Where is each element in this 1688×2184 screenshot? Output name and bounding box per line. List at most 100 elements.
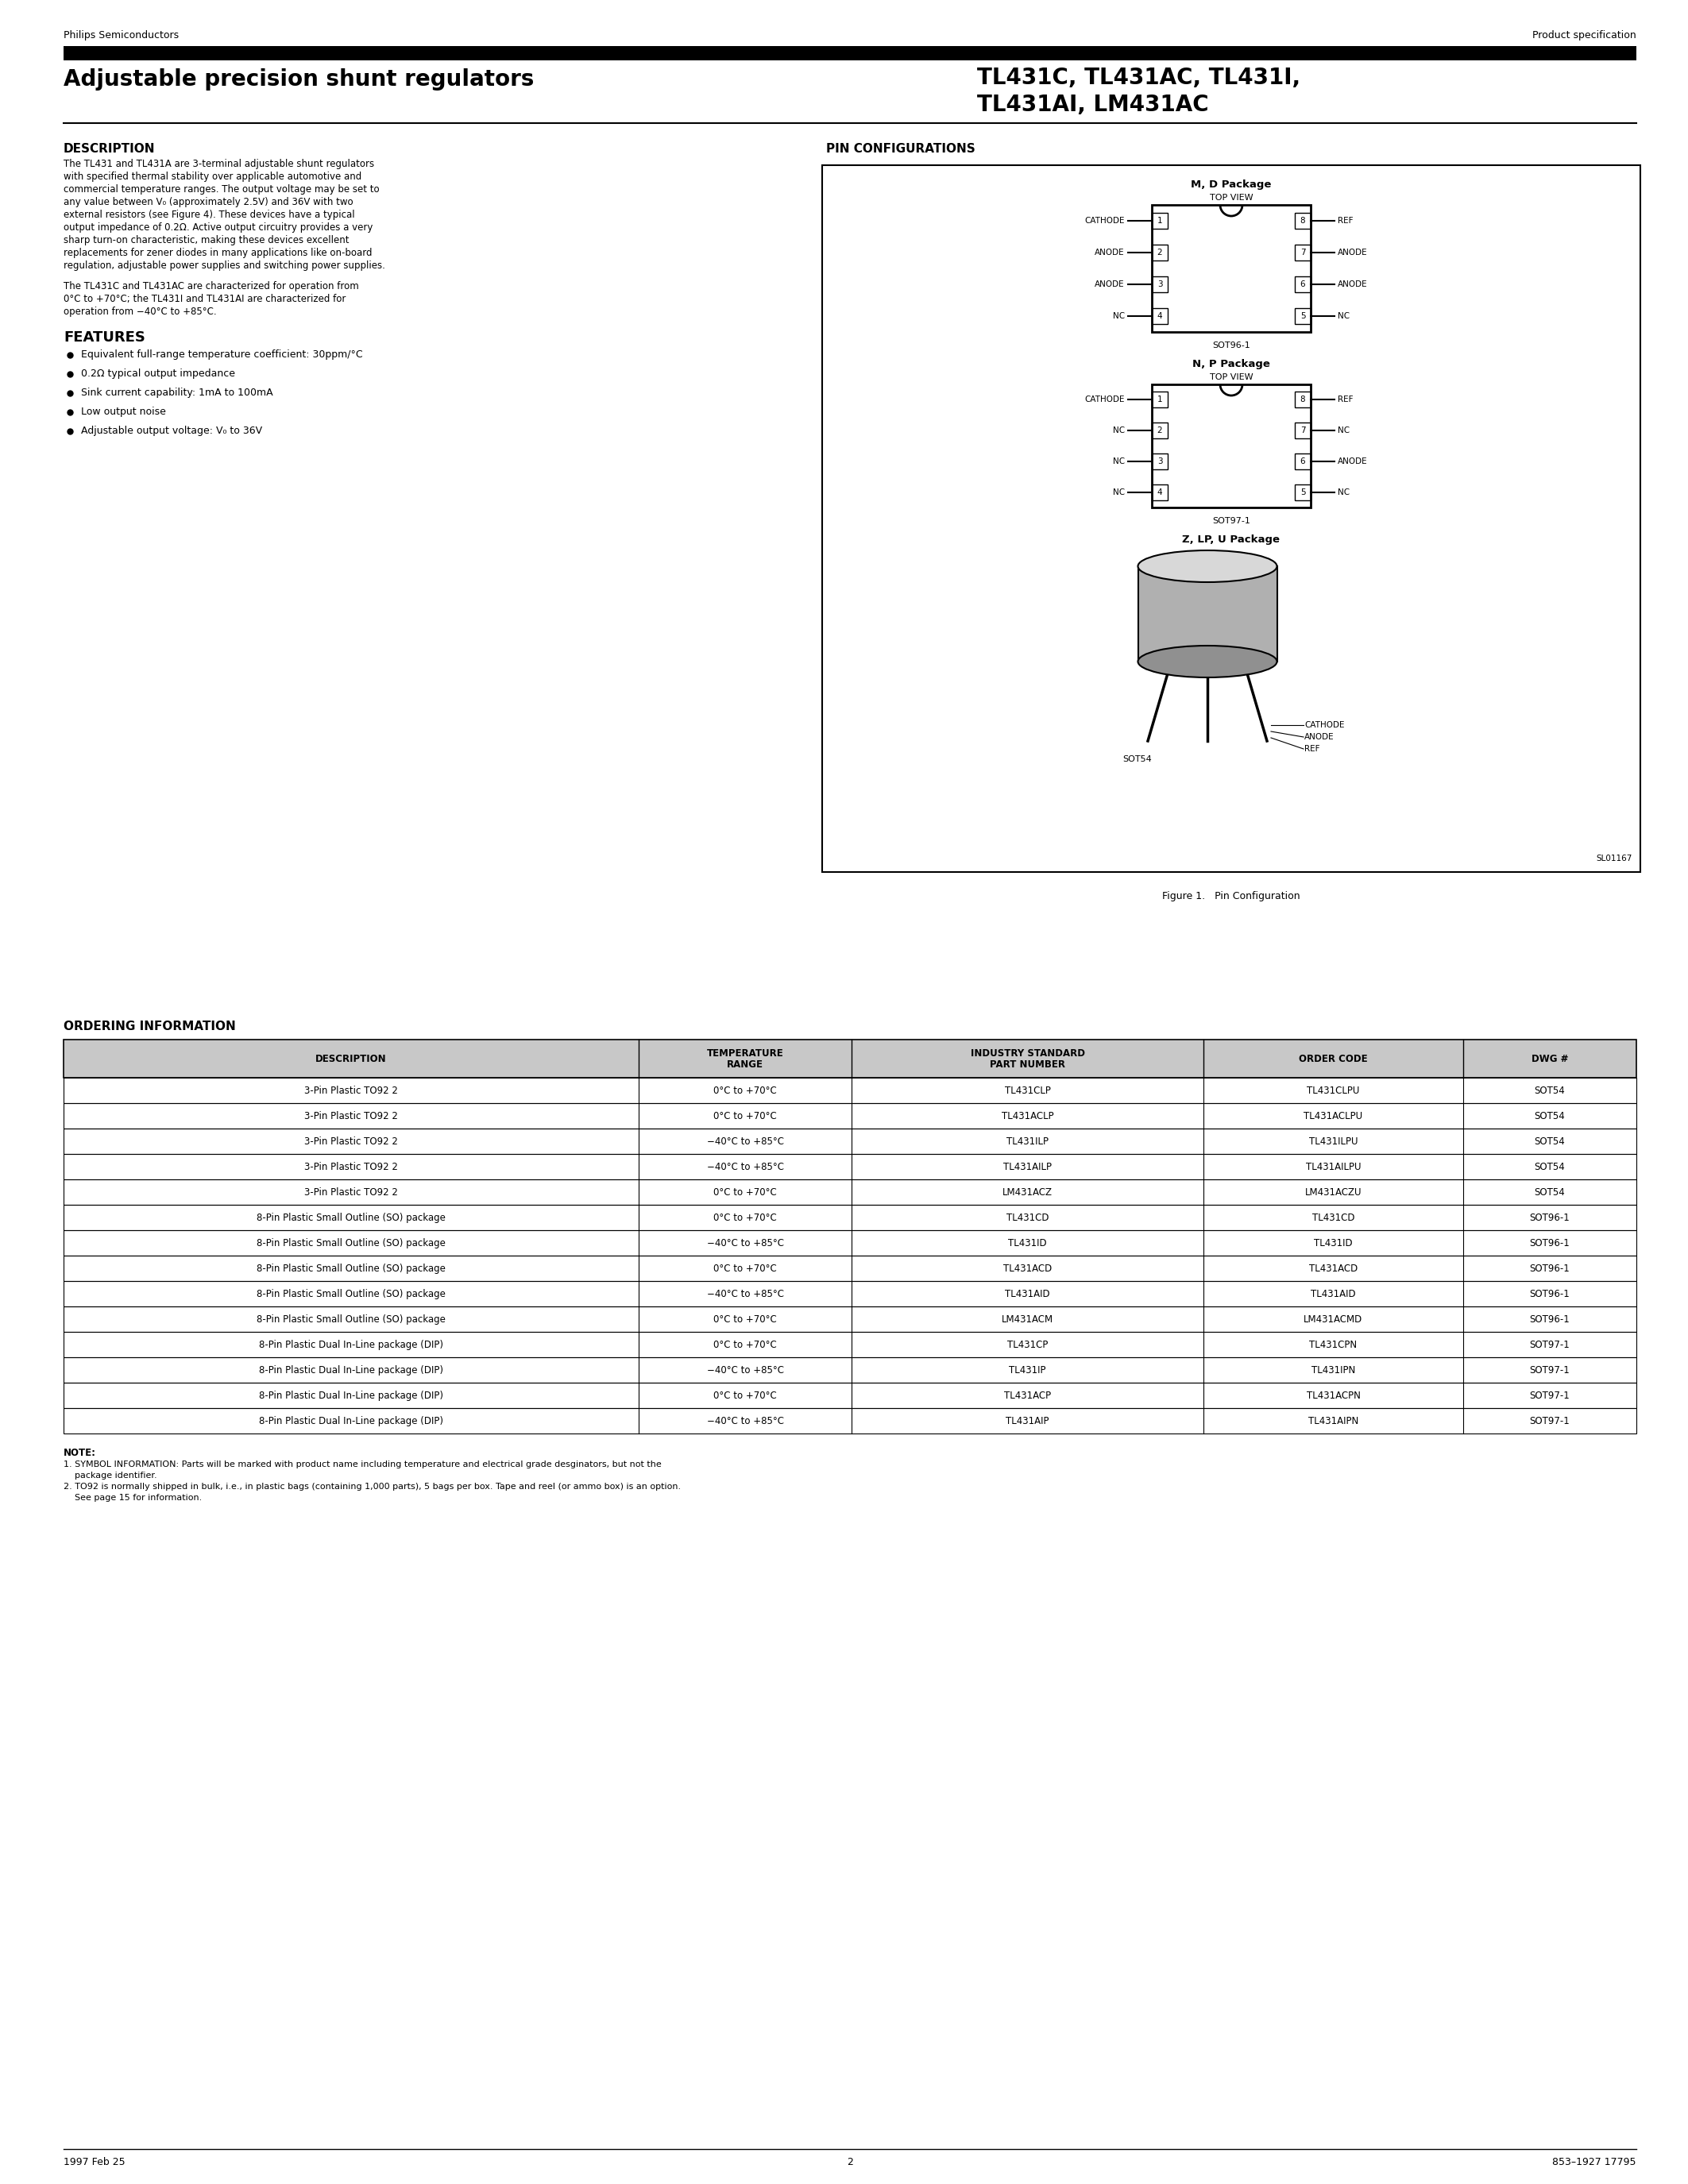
Text: Equivalent full-range temperature coefficient: 30ppm/°C: Equivalent full-range temperature coeffi…: [81, 349, 363, 360]
Text: operation from −40°C to +85°C.: operation from −40°C to +85°C.: [64, 306, 216, 317]
Text: SOT96-1: SOT96-1: [1529, 1262, 1570, 1273]
Text: TL431ID: TL431ID: [1313, 1238, 1352, 1247]
Text: SOT97-1: SOT97-1: [1529, 1391, 1570, 1400]
Text: SOT54: SOT54: [1534, 1136, 1565, 1147]
Text: 7: 7: [1300, 426, 1305, 435]
Bar: [64, 1282, 1636, 1306]
Text: 3-Pin Plastic TO92 2: 3-Pin Plastic TO92 2: [304, 1085, 398, 1096]
Text: NC: NC: [1337, 426, 1350, 435]
Bar: [1151, 424, 1168, 439]
Text: ORDER CODE: ORDER CODE: [1300, 1053, 1367, 1064]
Text: 3: 3: [1158, 456, 1163, 465]
Text: SOT97-1: SOT97-1: [1529, 1339, 1570, 1350]
Text: 4: 4: [1158, 312, 1163, 321]
Bar: [1151, 245, 1168, 260]
Text: 8-Pin Plastic Small Outline (SO) package: 8-Pin Plastic Small Outline (SO) package: [257, 1262, 446, 1273]
Text: ANODE: ANODE: [1337, 280, 1367, 288]
Text: TL431AI, LM431AC: TL431AI, LM431AC: [977, 94, 1209, 116]
Text: TL431ILPU: TL431ILPU: [1308, 1136, 1357, 1147]
Bar: [822, 166, 1641, 871]
Bar: [64, 1256, 1636, 1282]
Text: Low output noise: Low output noise: [81, 406, 165, 417]
Text: TL431ACPN: TL431ACPN: [1307, 1391, 1361, 1400]
Bar: [1151, 205, 1310, 332]
Text: sharp turn-on characteristic, making these devices excellent: sharp turn-on characteristic, making the…: [64, 236, 349, 245]
Text: SOT97-1: SOT97-1: [1529, 1415, 1570, 1426]
Bar: [64, 1332, 1636, 1356]
Text: SOT97-1: SOT97-1: [1212, 518, 1251, 524]
Text: 8-Pin Plastic Dual In-Line package (DIP): 8-Pin Plastic Dual In-Line package (DIP): [258, 1415, 444, 1426]
Bar: [64, 46, 1636, 61]
Bar: [1151, 212, 1168, 229]
Bar: [64, 1230, 1636, 1256]
Text: CATHODE: CATHODE: [1085, 395, 1124, 404]
Text: SL01167: SL01167: [1597, 854, 1632, 863]
Bar: [1138, 566, 1278, 662]
Bar: [64, 1077, 1636, 1103]
Text: 0°C to +70°C: 0°C to +70°C: [714, 1391, 776, 1400]
Text: LM431ACZU: LM431ACZU: [1305, 1186, 1362, 1197]
Text: −40°C to +85°C: −40°C to +85°C: [707, 1365, 783, 1376]
Text: −40°C to +85°C: −40°C to +85°C: [707, 1289, 783, 1299]
Text: DWG #: DWG #: [1531, 1053, 1568, 1064]
Text: 2: 2: [847, 2158, 852, 2167]
Text: package identifier.: package identifier.: [64, 1472, 157, 1479]
Text: Z, LP, U Package: Z, LP, U Package: [1182, 535, 1280, 544]
Text: 4: 4: [1158, 489, 1163, 496]
Text: 8-Pin Plastic Dual In-Line package (DIP): 8-Pin Plastic Dual In-Line package (DIP): [258, 1339, 444, 1350]
Text: 6: 6: [1300, 280, 1305, 288]
Text: FEATURES: FEATURES: [64, 330, 145, 345]
Bar: [1295, 391, 1310, 408]
Text: TL431CPN: TL431CPN: [1310, 1339, 1357, 1350]
Text: regulation, adjustable power supplies and switching power supplies.: regulation, adjustable power supplies an…: [64, 260, 385, 271]
Text: 0°C to +70°C: 0°C to +70°C: [714, 1339, 776, 1350]
Text: LM431ACM: LM431ACM: [1001, 1315, 1053, 1324]
Bar: [1151, 384, 1310, 507]
Text: The TL431 and TL431A are 3-terminal adjustable shunt regulators: The TL431 and TL431A are 3-terminal adju…: [64, 159, 375, 168]
Text: NC: NC: [1337, 312, 1350, 321]
Text: 3: 3: [1158, 280, 1163, 288]
Bar: [1295, 454, 1310, 470]
Text: REF: REF: [1337, 216, 1354, 225]
Text: NC: NC: [1112, 489, 1124, 496]
Text: The TL431C and TL431AC are characterized for operation from: The TL431C and TL431AC are characterized…: [64, 282, 360, 290]
Text: 0°C to +70°C: 0°C to +70°C: [714, 1212, 776, 1223]
Text: 853–1927 17795: 853–1927 17795: [1553, 2158, 1636, 2167]
Text: 8-Pin Plastic Small Outline (SO) package: 8-Pin Plastic Small Outline (SO) package: [257, 1212, 446, 1223]
Text: −40°C to +85°C: −40°C to +85°C: [707, 1136, 783, 1147]
Text: SOT96-1: SOT96-1: [1529, 1212, 1570, 1223]
Text: ORDERING INFORMATION: ORDERING INFORMATION: [64, 1020, 236, 1033]
Text: 5: 5: [1300, 312, 1305, 321]
Text: Adjustable precision shunt regulators: Adjustable precision shunt regulators: [64, 68, 533, 90]
Text: TL431CD: TL431CD: [1312, 1212, 1354, 1223]
Text: 2: 2: [1158, 426, 1163, 435]
Text: Figure 1.   Pin Configuration: Figure 1. Pin Configuration: [1163, 891, 1300, 902]
Text: 1997 Feb 25: 1997 Feb 25: [64, 2158, 125, 2167]
Text: NC: NC: [1112, 312, 1124, 321]
Text: TL431AIPN: TL431AIPN: [1308, 1415, 1359, 1426]
Bar: [1151, 391, 1168, 408]
Text: 8-Pin Plastic Small Outline (SO) package: 8-Pin Plastic Small Outline (SO) package: [257, 1315, 446, 1324]
Text: ANODE: ANODE: [1305, 734, 1334, 740]
Text: 1. SYMBOL INFORMATION: Parts will be marked with product name including temperat: 1. SYMBOL INFORMATION: Parts will be mar…: [64, 1461, 662, 1468]
Text: external resistors (see Figure 4). These devices have a typical: external resistors (see Figure 4). These…: [64, 210, 354, 221]
Text: 8-Pin Plastic Dual In-Line package (DIP): 8-Pin Plastic Dual In-Line package (DIP): [258, 1391, 444, 1400]
Text: TL431CD: TL431CD: [1006, 1212, 1048, 1223]
Text: TL431AILPU: TL431AILPU: [1307, 1162, 1361, 1173]
Bar: [1151, 277, 1168, 293]
Text: NC: NC: [1112, 426, 1124, 435]
Bar: [1295, 308, 1310, 323]
Text: replacements for zener diodes in many applications like on-board: replacements for zener diodes in many ap…: [64, 247, 371, 258]
Text: 1: 1: [1158, 216, 1163, 225]
Text: DESCRIPTION: DESCRIPTION: [316, 1053, 387, 1064]
Text: TOP VIEW: TOP VIEW: [1210, 373, 1252, 382]
Text: 8-Pin Plastic Small Outline (SO) package: 8-Pin Plastic Small Outline (SO) package: [257, 1238, 446, 1247]
Text: 0°C to +70°C: 0°C to +70°C: [714, 1315, 776, 1324]
Text: any value between V₀ (approximately 2.5V) and 36V with two: any value between V₀ (approximately 2.5V…: [64, 197, 353, 207]
Text: 0.2Ω typical output impedance: 0.2Ω typical output impedance: [81, 369, 235, 378]
Text: ANODE: ANODE: [1337, 249, 1367, 256]
Text: TL431ACLPU: TL431ACLPU: [1303, 1112, 1362, 1120]
Text: CATHODE: CATHODE: [1305, 721, 1344, 729]
Text: TL431CLP: TL431CLP: [1004, 1085, 1050, 1096]
Text: 3-Pin Plastic TO92 2: 3-Pin Plastic TO92 2: [304, 1186, 398, 1197]
